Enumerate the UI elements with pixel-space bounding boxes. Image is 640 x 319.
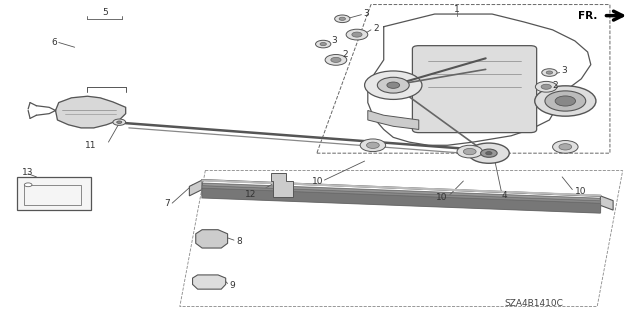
Text: 12: 12	[245, 190, 256, 199]
Polygon shape	[193, 275, 226, 289]
Circle shape	[536, 81, 557, 92]
Circle shape	[378, 77, 409, 93]
Circle shape	[325, 55, 347, 65]
Text: 13: 13	[22, 168, 33, 177]
Text: 2: 2	[552, 81, 558, 90]
Circle shape	[481, 149, 497, 157]
Text: 9: 9	[230, 281, 236, 291]
FancyBboxPatch shape	[412, 46, 537, 133]
Circle shape	[545, 91, 586, 111]
Polygon shape	[600, 196, 613, 210]
Circle shape	[360, 139, 386, 152]
Text: 7: 7	[164, 199, 170, 208]
Circle shape	[346, 29, 368, 40]
Circle shape	[559, 144, 572, 150]
Polygon shape	[271, 173, 292, 197]
Polygon shape	[202, 183, 600, 208]
Circle shape	[457, 145, 483, 158]
Circle shape	[468, 143, 509, 163]
Text: FR.: FR.	[578, 11, 597, 21]
Circle shape	[352, 32, 362, 37]
Circle shape	[463, 148, 476, 155]
Text: 11: 11	[85, 141, 97, 150]
Bar	[24, 185, 81, 205]
Circle shape	[555, 96, 575, 106]
Text: 10: 10	[575, 187, 586, 196]
Text: 5: 5	[102, 8, 108, 17]
Polygon shape	[196, 230, 228, 248]
Circle shape	[331, 57, 341, 63]
Polygon shape	[202, 180, 600, 196]
Polygon shape	[56, 96, 125, 128]
Circle shape	[320, 42, 326, 46]
Text: SZA4B1410C: SZA4B1410C	[504, 299, 563, 308]
Polygon shape	[189, 180, 202, 196]
Circle shape	[316, 40, 331, 48]
Circle shape	[387, 82, 399, 88]
Text: 4: 4	[502, 191, 508, 200]
Circle shape	[365, 71, 422, 100]
Circle shape	[335, 15, 350, 23]
Text: 3: 3	[332, 36, 337, 45]
Polygon shape	[202, 186, 600, 211]
Text: 8: 8	[236, 237, 242, 246]
Circle shape	[546, 71, 552, 74]
Text: 3: 3	[364, 9, 369, 18]
Text: 6: 6	[52, 38, 58, 47]
Text: 10: 10	[436, 193, 447, 202]
Text: 3: 3	[561, 66, 566, 76]
Circle shape	[552, 141, 578, 153]
Text: 1: 1	[454, 5, 460, 14]
Circle shape	[367, 142, 380, 148]
Circle shape	[541, 69, 557, 76]
Text: 10: 10	[312, 177, 323, 186]
Bar	[17, 177, 91, 210]
Text: 2: 2	[373, 24, 378, 33]
Circle shape	[486, 152, 492, 155]
Circle shape	[535, 86, 596, 116]
Circle shape	[541, 84, 551, 89]
Circle shape	[339, 17, 346, 20]
Polygon shape	[202, 188, 600, 213]
Polygon shape	[368, 110, 419, 130]
Circle shape	[113, 119, 125, 125]
Circle shape	[116, 121, 122, 123]
Circle shape	[24, 183, 32, 187]
Text: 2: 2	[342, 50, 348, 59]
